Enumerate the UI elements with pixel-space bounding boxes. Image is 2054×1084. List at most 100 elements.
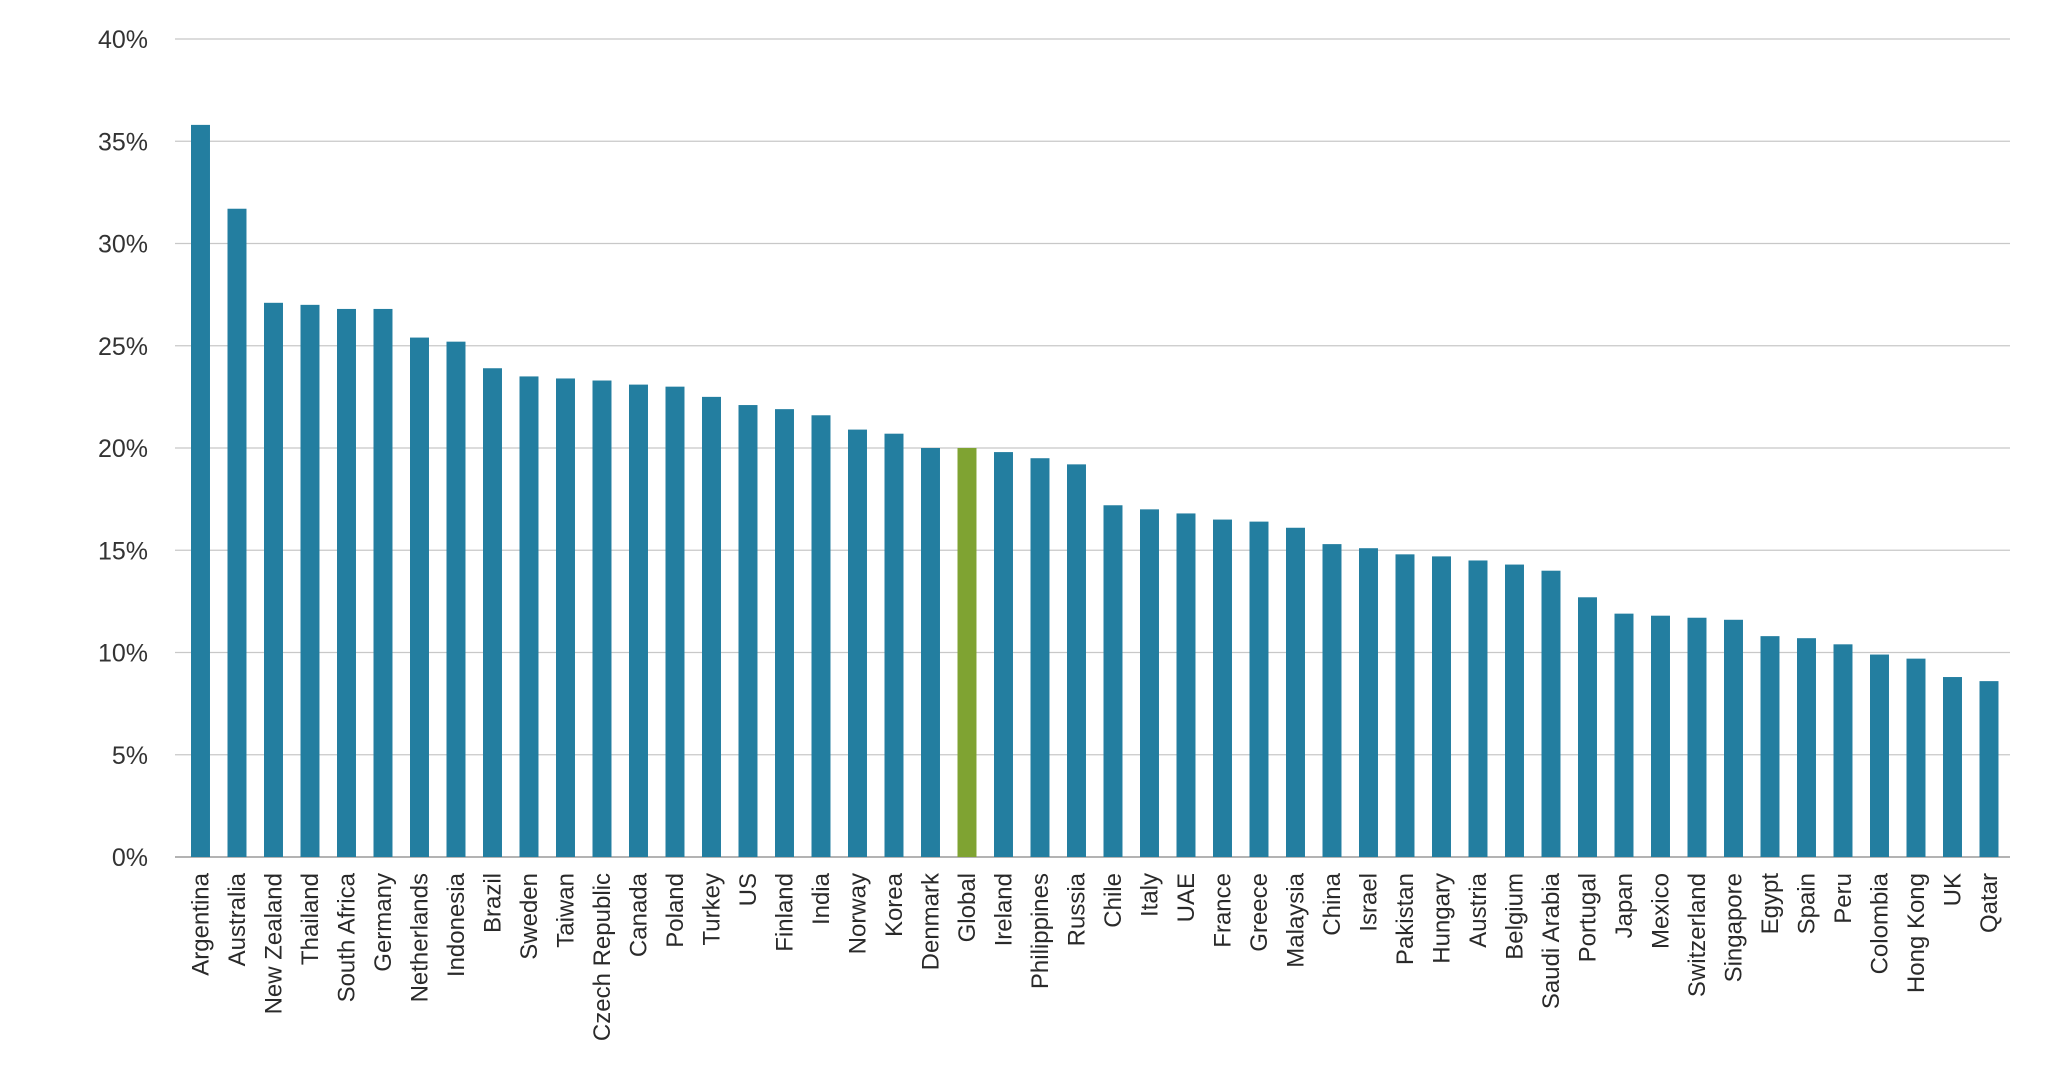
x-tick-label: Philippines (1027, 873, 1054, 989)
bar-argentina (191, 124, 210, 857)
bar-russia (1067, 464, 1086, 857)
bar-thailand (300, 304, 320, 858)
bar-denmark (921, 448, 940, 857)
x-tick-label: Thailand (297, 873, 324, 965)
x-tick-label: Denmark (917, 872, 944, 970)
x-tick-label: India (808, 872, 835, 925)
bar-us (738, 405, 758, 857)
bar-peru (1833, 644, 1853, 857)
x-tick-label: Italy (1136, 873, 1163, 917)
bar-australia (227, 208, 247, 858)
x-tick-label: Taiwan (552, 873, 579, 948)
x-tick-label: Colombia (1866, 872, 1893, 974)
bar-brazil (483, 368, 502, 857)
x-tick-label: Poland (662, 873, 689, 948)
x-tick-label: Korea (881, 872, 908, 937)
x-tick-label: Mexico (1647, 873, 1674, 949)
y-axis-tick-labels: 0% 5% 10% 15% 20% 25% 30% 35% 40% (98, 26, 148, 872)
y-tick-label: 20% (98, 435, 148, 463)
x-tick-label: Saudi Arabia (1538, 872, 1565, 1009)
bar-finland (775, 409, 794, 857)
bar-germany (373, 308, 393, 857)
x-tick-label: China (1319, 872, 1346, 935)
x-tick-label: Russia (1063, 872, 1090, 946)
x-tick-label: Finland (771, 873, 798, 952)
bar-south-africa (337, 308, 356, 857)
x-tick-label: France (1209, 873, 1236, 948)
bar-indonesia (446, 341, 466, 857)
bar-hungary (1432, 556, 1451, 857)
y-tick-label: 30% (98, 231, 148, 259)
bar-uk (1943, 677, 1962, 857)
x-tick-label: Portugal (1574, 873, 1601, 962)
bar-egypt (1760, 636, 1780, 857)
bar-qatar (1979, 681, 1999, 857)
bar-turkey (702, 396, 721, 857)
bar-singapore (1724, 619, 1743, 857)
bar-portugal (1578, 597, 1597, 857)
x-tick-label: Hungary (1428, 873, 1455, 964)
gridlines (175, 38, 2010, 858)
x-tick-label: Norway (844, 873, 871, 954)
bar-israel (1359, 548, 1378, 857)
bar-uae (1176, 513, 1196, 857)
x-tick-label: Austria (1465, 872, 1492, 947)
x-tick-label: UK (1939, 873, 1966, 906)
x-tick-label: Brazil (479, 873, 506, 933)
x-tick-label: Germany (370, 873, 397, 972)
bar-hong-kong (1906, 658, 1926, 857)
bar-philippines (1030, 458, 1050, 857)
bars (191, 124, 1999, 858)
y-tick-label: 5% (112, 742, 148, 770)
bar-spain (1797, 638, 1816, 857)
x-tick-label: Indonesia (443, 872, 470, 977)
x-tick-label: Malaysia (1282, 872, 1309, 967)
bar-taiwan (556, 378, 575, 857)
x-tick-label: Czech Republic (589, 873, 616, 1041)
y-tick-label: 35% (98, 128, 148, 156)
x-tick-label: Argentina (187, 872, 214, 975)
x-tick-label: Turkey (698, 873, 725, 945)
x-tick-label: Australia (224, 872, 251, 966)
bar-greece (1249, 521, 1269, 857)
x-tick-label: Qatar (1976, 873, 2003, 933)
x-tick-label: Canada (625, 872, 652, 957)
bar-poland (665, 386, 685, 857)
bar-belgium (1505, 564, 1524, 857)
bar-austria (1468, 560, 1488, 857)
bar-norway (848, 429, 867, 857)
x-tick-label: Global (954, 873, 981, 942)
x-tick-label: Singapore (1720, 873, 1747, 982)
x-tick-label: Switzerland (1684, 873, 1711, 997)
bar-global (957, 448, 977, 857)
x-tick-label: Chile (1100, 873, 1127, 928)
x-tick-label: US (735, 873, 762, 906)
x-tick-label: Sweden (516, 873, 543, 960)
bar-india (811, 415, 831, 857)
bar-czech-republic (592, 380, 612, 857)
bar-pakistan (1395, 554, 1415, 857)
bar-china (1322, 544, 1342, 857)
bar-mexico (1651, 615, 1670, 857)
y-tick-label: 10% (98, 640, 148, 668)
bar-new-zealand (264, 302, 283, 857)
y-tick-label: 25% (98, 333, 148, 361)
x-tick-label: Spain (1793, 873, 1820, 934)
bar-sweden (519, 376, 539, 857)
bar-canada (629, 384, 648, 857)
x-tick-label: Israel (1355, 873, 1382, 932)
bar-france (1213, 519, 1232, 857)
x-tick-label: New Zealand (260, 873, 287, 1014)
bar-netherlands (410, 337, 429, 857)
x-tick-label: South Africa (333, 872, 360, 1002)
bar-chile (1103, 505, 1123, 857)
y-tick-label: 15% (98, 537, 148, 565)
y-tick-label: 40% (98, 26, 148, 54)
bar-ireland (994, 452, 1013, 857)
x-tick-label: Pakistan (1392, 873, 1419, 965)
x-tick-label: Ireland (990, 873, 1017, 946)
x-axis-category-labels: Argentina Australia New Zealand Thailand Sou… (187, 872, 2003, 1041)
bar-colombia (1870, 654, 1889, 857)
bar-switzerland (1687, 617, 1707, 857)
